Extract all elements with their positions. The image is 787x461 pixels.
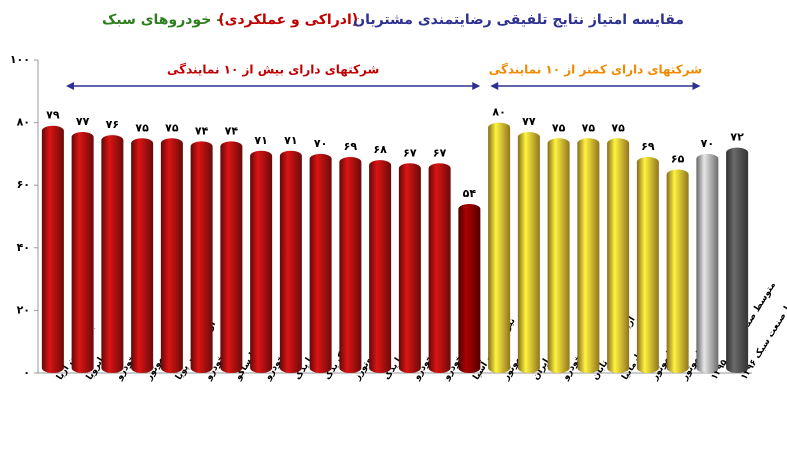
- value-label: ۷۵: [552, 121, 566, 134]
- value-label: ۷۱: [254, 134, 267, 147]
- value-label: ۷۲: [730, 131, 744, 144]
- value-label: ۷۷: [76, 115, 90, 128]
- bar: [160, 138, 183, 373]
- y-tick-label: ۰: [23, 366, 30, 379]
- value-label: ۶۵: [671, 153, 685, 166]
- value-label: ۷۰: [314, 137, 327, 150]
- value-label: ۶۷: [433, 146, 447, 159]
- bar: [636, 157, 659, 373]
- value-label: ۷۵: [135, 121, 149, 134]
- y-tick-label: ۶۰: [17, 178, 30, 191]
- group-label: شرکتهای دارای بیش از ۱۰ نمایندگی: [167, 63, 379, 77]
- value-label: ۶۸: [373, 143, 387, 156]
- bar: [101, 135, 124, 373]
- title-part: – خودروهای سبک: [102, 12, 223, 28]
- bar: [577, 138, 600, 373]
- bar: [339, 157, 362, 373]
- value-label: ۷۴: [195, 124, 209, 137]
- value-label: ۷۰: [701, 137, 714, 150]
- bar: [131, 138, 154, 373]
- bar: [517, 131, 540, 373]
- bar: [279, 150, 302, 373]
- bar: [309, 153, 332, 373]
- value-label: ۸۰: [492, 106, 505, 119]
- chart-title: مقایسه امتیاز نتایج تلفیقی رضایتمندی مشت…: [102, 12, 684, 28]
- value-label: ۷۵: [582, 121, 596, 134]
- group-label: شرکتهای دارای کمتر از ۱۰ نمایندگی: [489, 63, 702, 77]
- value-label: ۷۵: [611, 121, 625, 134]
- value-label: ۷۴: [225, 124, 239, 137]
- title-part: (ادراکی و عملکردی): [218, 12, 358, 28]
- bar: [666, 169, 689, 373]
- bar: [547, 138, 570, 373]
- value-label: ۷۶: [106, 118, 119, 131]
- value-label: ۶۷: [403, 146, 417, 159]
- bar: [250, 150, 273, 373]
- bar: [71, 131, 94, 373]
- bar: [458, 203, 481, 373]
- bar: [190, 141, 213, 373]
- value-label: ۶۹: [641, 140, 655, 153]
- value-label: ۶۹: [344, 140, 358, 153]
- value-label: ۷۵: [165, 121, 179, 134]
- y-tick-label: ۸۰: [17, 116, 30, 129]
- bar: [488, 122, 511, 373]
- bar: [220, 141, 243, 373]
- y-tick-label: ۴۰: [17, 241, 30, 254]
- value-label: ۷۱: [284, 134, 297, 147]
- bar: [696, 153, 719, 373]
- bar: [726, 147, 749, 373]
- bar: [41, 125, 64, 373]
- bar: [607, 138, 630, 373]
- title-part: مقایسه امتیاز نتایج تلفیقی رضایتمندی مشت…: [353, 12, 684, 28]
- y-tick-label: ۲۰: [17, 303, 30, 316]
- value-label: ۷۷: [522, 115, 536, 128]
- bar: [398, 163, 421, 373]
- bar: [369, 160, 392, 373]
- y-tick-label: ۱۰۰: [10, 53, 30, 66]
- bar: [428, 163, 451, 373]
- value-label: ۵۴: [463, 187, 477, 200]
- value-label: ۷۹: [46, 109, 60, 122]
